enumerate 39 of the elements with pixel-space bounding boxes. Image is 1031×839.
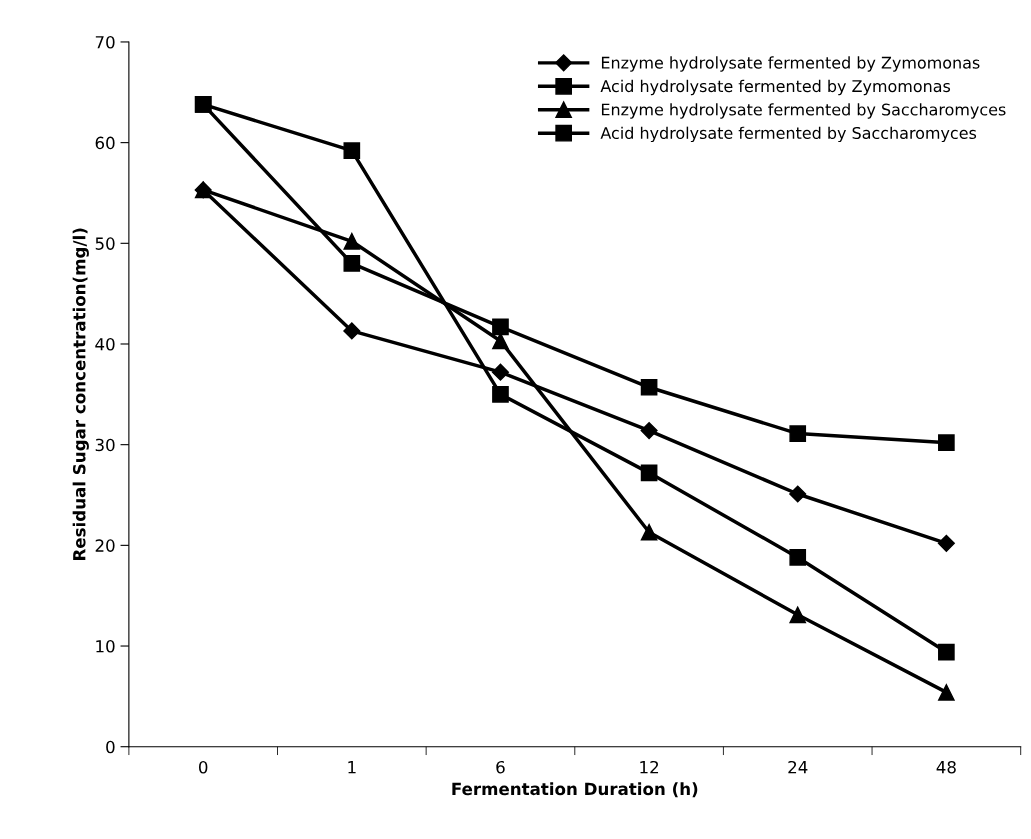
point	[492, 318, 509, 336]
y-axis-title: Residual Sugar concentration(mg/l)	[72, 228, 89, 560]
y-tick-label: 50	[95, 237, 115, 250]
y-tick-label: 70	[95, 35, 115, 49]
point	[640, 464, 658, 482]
point	[640, 378, 658, 396]
x-tick-label: 12	[640, 760, 659, 774]
x-axis-title: Fermentation Duration (h)	[452, 782, 698, 798]
point	[789, 606, 807, 624]
point	[938, 434, 955, 451]
legend-label: Enzyme hydrolysate fermented by Saccharomyces	[601, 103, 1006, 119]
point	[492, 385, 509, 403]
point	[343, 255, 361, 272]
x-tick-label: 24	[788, 760, 808, 774]
y-tick-label: 60	[95, 136, 115, 150]
point	[491, 363, 510, 381]
y-tick-label: 40	[95, 337, 115, 351]
x-tick-label: 6	[496, 760, 505, 774]
point	[938, 643, 955, 661]
point	[937, 534, 955, 552]
x-tick-label: 0	[198, 760, 208, 774]
point	[789, 549, 807, 566]
y-tick-label: 30	[95, 438, 115, 452]
point	[343, 232, 361, 250]
y-tick-label: 10	[96, 639, 115, 653]
point	[343, 142, 361, 160]
point	[640, 422, 658, 440]
legend-label: Enzyme hydrolysate fermented by Zymomonas	[601, 56, 980, 72]
y-tick-label: 0	[106, 740, 115, 754]
legend-label: Acid hydrolysate fermented by Zymomonas	[600, 79, 951, 96]
point	[789, 425, 807, 442]
point	[640, 523, 658, 541]
point	[789, 485, 807, 503]
point	[343, 322, 361, 340]
x-tick-label: 1	[348, 761, 356, 774]
point	[938, 684, 955, 701]
y-tick-label: 20	[95, 539, 115, 552]
legend-label: Acid hydrolysate fermented by Saccharomyces	[600, 126, 977, 143]
x-tick-label: 48	[936, 760, 956, 774]
